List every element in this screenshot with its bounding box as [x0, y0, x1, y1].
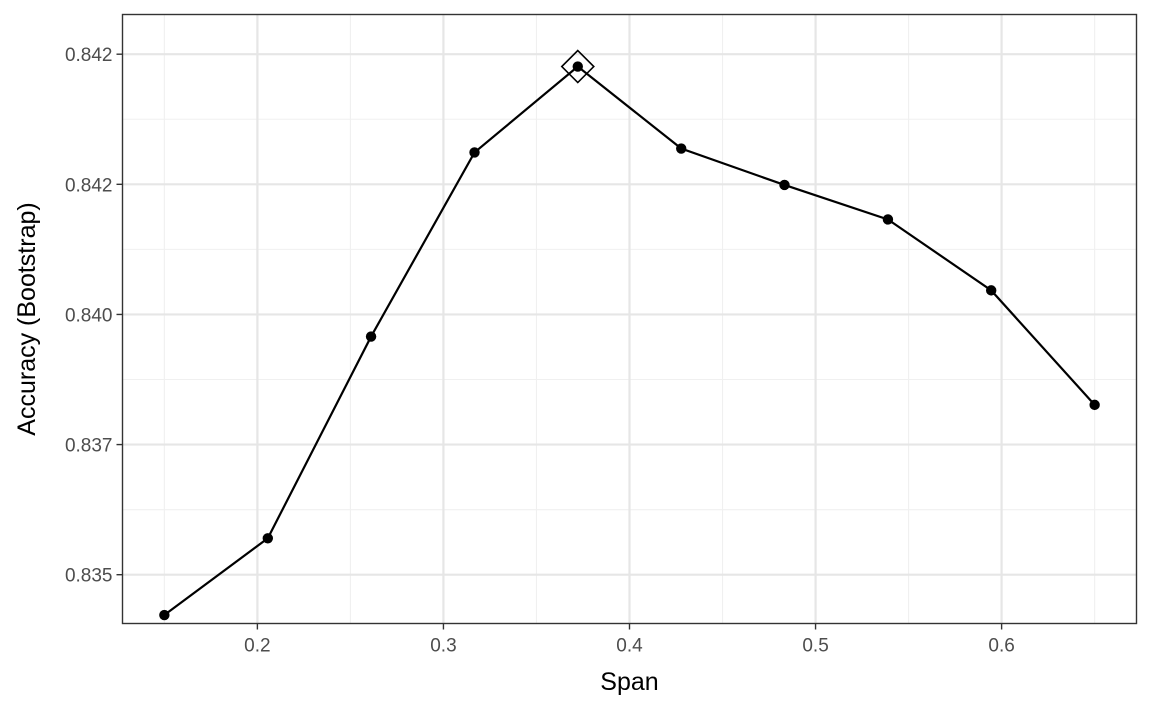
- y-tick-label: 0.840: [65, 305, 113, 326]
- y-tick-label: 0.842: [65, 45, 113, 66]
- data-point: [159, 609, 170, 621]
- x-tick-label: 0.6: [988, 636, 1014, 657]
- series-line: [163, 65, 1096, 616]
- y-tick-label: 0.837: [65, 436, 113, 457]
- x-axis: 0.2 0.3 0.4 0.5 0.6: [244, 623, 1015, 657]
- data-point: [779, 179, 790, 191]
- x-tick-label: 0.4: [616, 636, 643, 657]
- data-point: [676, 143, 687, 154]
- data-point: [882, 214, 894, 225]
- y-tick-label: 0.835: [65, 566, 113, 587]
- y-axis: 0.835 0.837 0.840 0.842 0.842: [65, 45, 123, 587]
- y-tick-label: 0.842: [65, 175, 113, 196]
- x-tick-label: 0.3: [430, 636, 456, 657]
- data-point: [262, 533, 274, 544]
- data-point: [1089, 399, 1100, 411]
- data-point: [572, 61, 583, 72]
- best-point-diamond-marker: [560, 49, 595, 84]
- data-point: [985, 285, 997, 296]
- x-tick-label: 0.5: [802, 636, 828, 657]
- x-axis-title: Span: [600, 668, 658, 696]
- major-gridlines: [122, 14, 1137, 624]
- x-tick-label: 0.2: [244, 636, 270, 657]
- y-axis-title: Accuracy (Bootstrap): [13, 202, 41, 435]
- series-layer: [159, 49, 1100, 621]
- data-point: [365, 331, 377, 342]
- data-point: [469, 147, 480, 158]
